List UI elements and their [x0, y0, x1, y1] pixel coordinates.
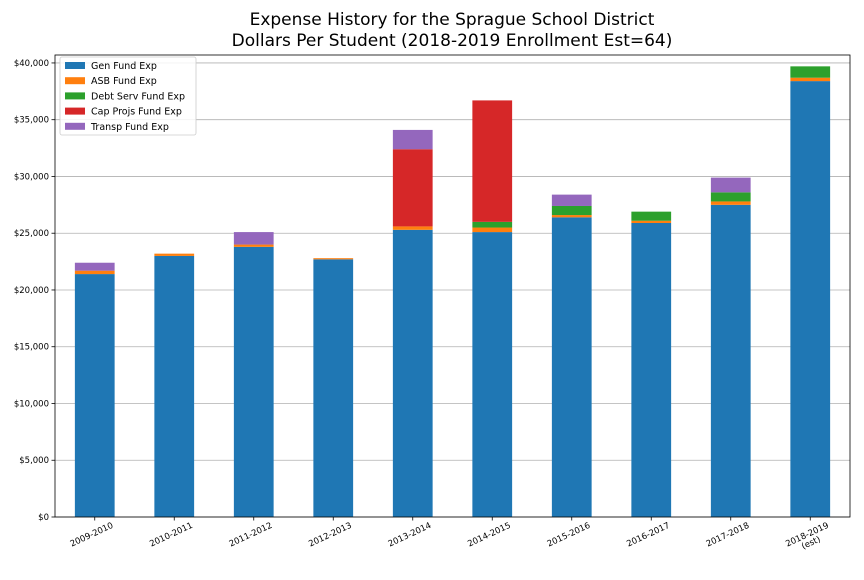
- bar-segment-asb-fund-exp-2009-2010: [74, 270, 115, 275]
- x-tick-label: 2018-2019(est): [784, 521, 834, 558]
- bar-segment-debt-serv-fund-exp-2018-2019-est-: [790, 66, 831, 78]
- bar-segment-transp-fund-exp-2015-2016: [551, 194, 592, 206]
- y-tick-label: $10,000: [14, 399, 49, 409]
- y-tick-label: $5,000: [19, 456, 49, 466]
- bar-segment-gen-fund-exp-2014-2015: [472, 232, 513, 517]
- y-tick-label: $25,000: [14, 229, 49, 239]
- legend-box: [59, 56, 197, 136]
- x-tick-label-line: 2009-2010: [69, 521, 115, 550]
- bars: [74, 66, 831, 518]
- legend-label: Gen Fund Exp: [91, 61, 157, 72]
- y-axis: $0 $5,000 $10,000 $15,000 $20,000 $25,000 $30,…: [14, 59, 55, 523]
- x-tick-label: 2011-2012: [228, 521, 274, 550]
- x-tick-label-line: 2013-2014: [387, 521, 433, 550]
- x-tick-label: 2013-2014: [387, 521, 433, 550]
- bar-segment-cap-projs-fund-exp-2013-2014: [392, 149, 433, 227]
- chart-title-line-2: Dollars Per Student (2018-2019 Enrollmen…: [232, 31, 673, 51]
- bar-segment-debt-serv-fund-exp-2015-2016: [551, 205, 592, 216]
- x-tick-label-line: 2014-2015: [466, 521, 512, 550]
- bar-segment-asb-fund-exp-2012-2013: [313, 258, 354, 260]
- x-axis: 2009-2010 2010-2011 2011-2012 2012-2013 2013…: [69, 517, 834, 558]
- bar-segment-transp-fund-exp-2013-2014: [392, 129, 433, 150]
- bar-segment-asb-fund-exp-2016-2017: [631, 220, 672, 223]
- legend-swatch: [65, 77, 85, 85]
- y-tick-label: $40,000: [14, 59, 49, 69]
- legend-label: ASB Fund Exp: [91, 76, 157, 87]
- bar-segment-asb-fund-exp-2018-2019-est-: [790, 77, 831, 82]
- legend-label: Transp Fund Exp: [90, 122, 169, 133]
- legend: Gen Fund Exp ASB Fund Exp Debt Serv Fund E…: [59, 56, 197, 136]
- x-tick-label: 2015-2016: [546, 521, 592, 550]
- legend-label: Cap Projs Fund Exp: [91, 107, 182, 118]
- x-tick-label: 2009-2010: [69, 521, 115, 550]
- bar-segment-asb-fund-exp-2011-2012: [233, 244, 274, 247]
- x-tick-label-line: 2016-2017: [625, 521, 671, 550]
- bar-segment-asb-fund-exp-2014-2015: [472, 227, 513, 233]
- bar-segment-transp-fund-exp-2009-2010: [74, 262, 115, 271]
- x-tick-label-line: 2012-2013: [307, 521, 353, 550]
- bar-segment-asb-fund-exp-2013-2014: [392, 226, 433, 230]
- bar-segment-transp-fund-exp-2017-2018: [710, 177, 751, 193]
- x-tick-label: 2017-2018: [705, 521, 751, 550]
- x-tick-label-line: 2015-2016: [546, 521, 592, 550]
- bar-segment-gen-fund-exp-2017-2018: [710, 204, 751, 518]
- y-tick-label: $0: [38, 513, 49, 523]
- bar-segment-gen-fund-exp-2018-2019-est-: [790, 81, 831, 518]
- legend-label: Debt Serv Fund Exp: [91, 91, 185, 102]
- bar-segment-asb-fund-exp-2015-2016: [551, 215, 592, 218]
- plot-area: [54, 54, 851, 518]
- x-tick-label-line: 2017-2018: [705, 521, 751, 550]
- bar-segment-gen-fund-exp-2011-2012: [233, 246, 274, 518]
- legend-swatch: [65, 107, 85, 115]
- x-tick-label-line: 2011-2012: [228, 521, 274, 550]
- bar-segment-asb-fund-exp-2010-2011: [154, 253, 195, 256]
- x-tick-label-line: 2010-2011: [148, 521, 194, 550]
- bar-segment-debt-serv-fund-exp-2017-2018: [710, 192, 751, 202]
- bar-segment-gen-fund-exp-2009-2010: [74, 274, 115, 517]
- bar-segment-asb-fund-exp-2017-2018: [710, 201, 751, 205]
- bar-segment-gen-fund-exp-2016-2017: [631, 223, 672, 517]
- legend-swatch: [65, 122, 85, 130]
- chart-title-line-1: Expense History for the Sprague School D…: [250, 10, 655, 30]
- bar-segment-cap-projs-fund-exp-2014-2015: [472, 100, 513, 222]
- x-tick-label: 2010-2011: [148, 521, 194, 550]
- bar-segment-transp-fund-exp-2011-2012: [233, 232, 274, 245]
- bar-segment-gen-fund-exp-2015-2016: [551, 217, 592, 517]
- y-tick-label: $30,000: [14, 172, 49, 182]
- legend-swatch: [65, 62, 85, 69]
- bar-segment-debt-serv-fund-exp-2016-2017: [631, 211, 672, 221]
- x-tick-label: 2014-2015: [466, 521, 512, 550]
- legend-swatch: [65, 92, 85, 100]
- y-tick-label: $20,000: [14, 286, 49, 296]
- bar-segment-gen-fund-exp-2010-2011: [154, 255, 195, 517]
- x-tick-label: 2016-2017: [625, 521, 671, 550]
- bar-segment-gen-fund-exp-2012-2013: [313, 259, 354, 517]
- x-tick-label: 2012-2013: [307, 521, 353, 550]
- bar-segment-gen-fund-exp-2013-2014: [392, 229, 433, 518]
- bar-segment-debt-serv-fund-exp-2014-2015: [472, 221, 513, 228]
- y-tick-label: $35,000: [14, 116, 49, 126]
- y-tick-label: $15,000: [14, 343, 49, 353]
